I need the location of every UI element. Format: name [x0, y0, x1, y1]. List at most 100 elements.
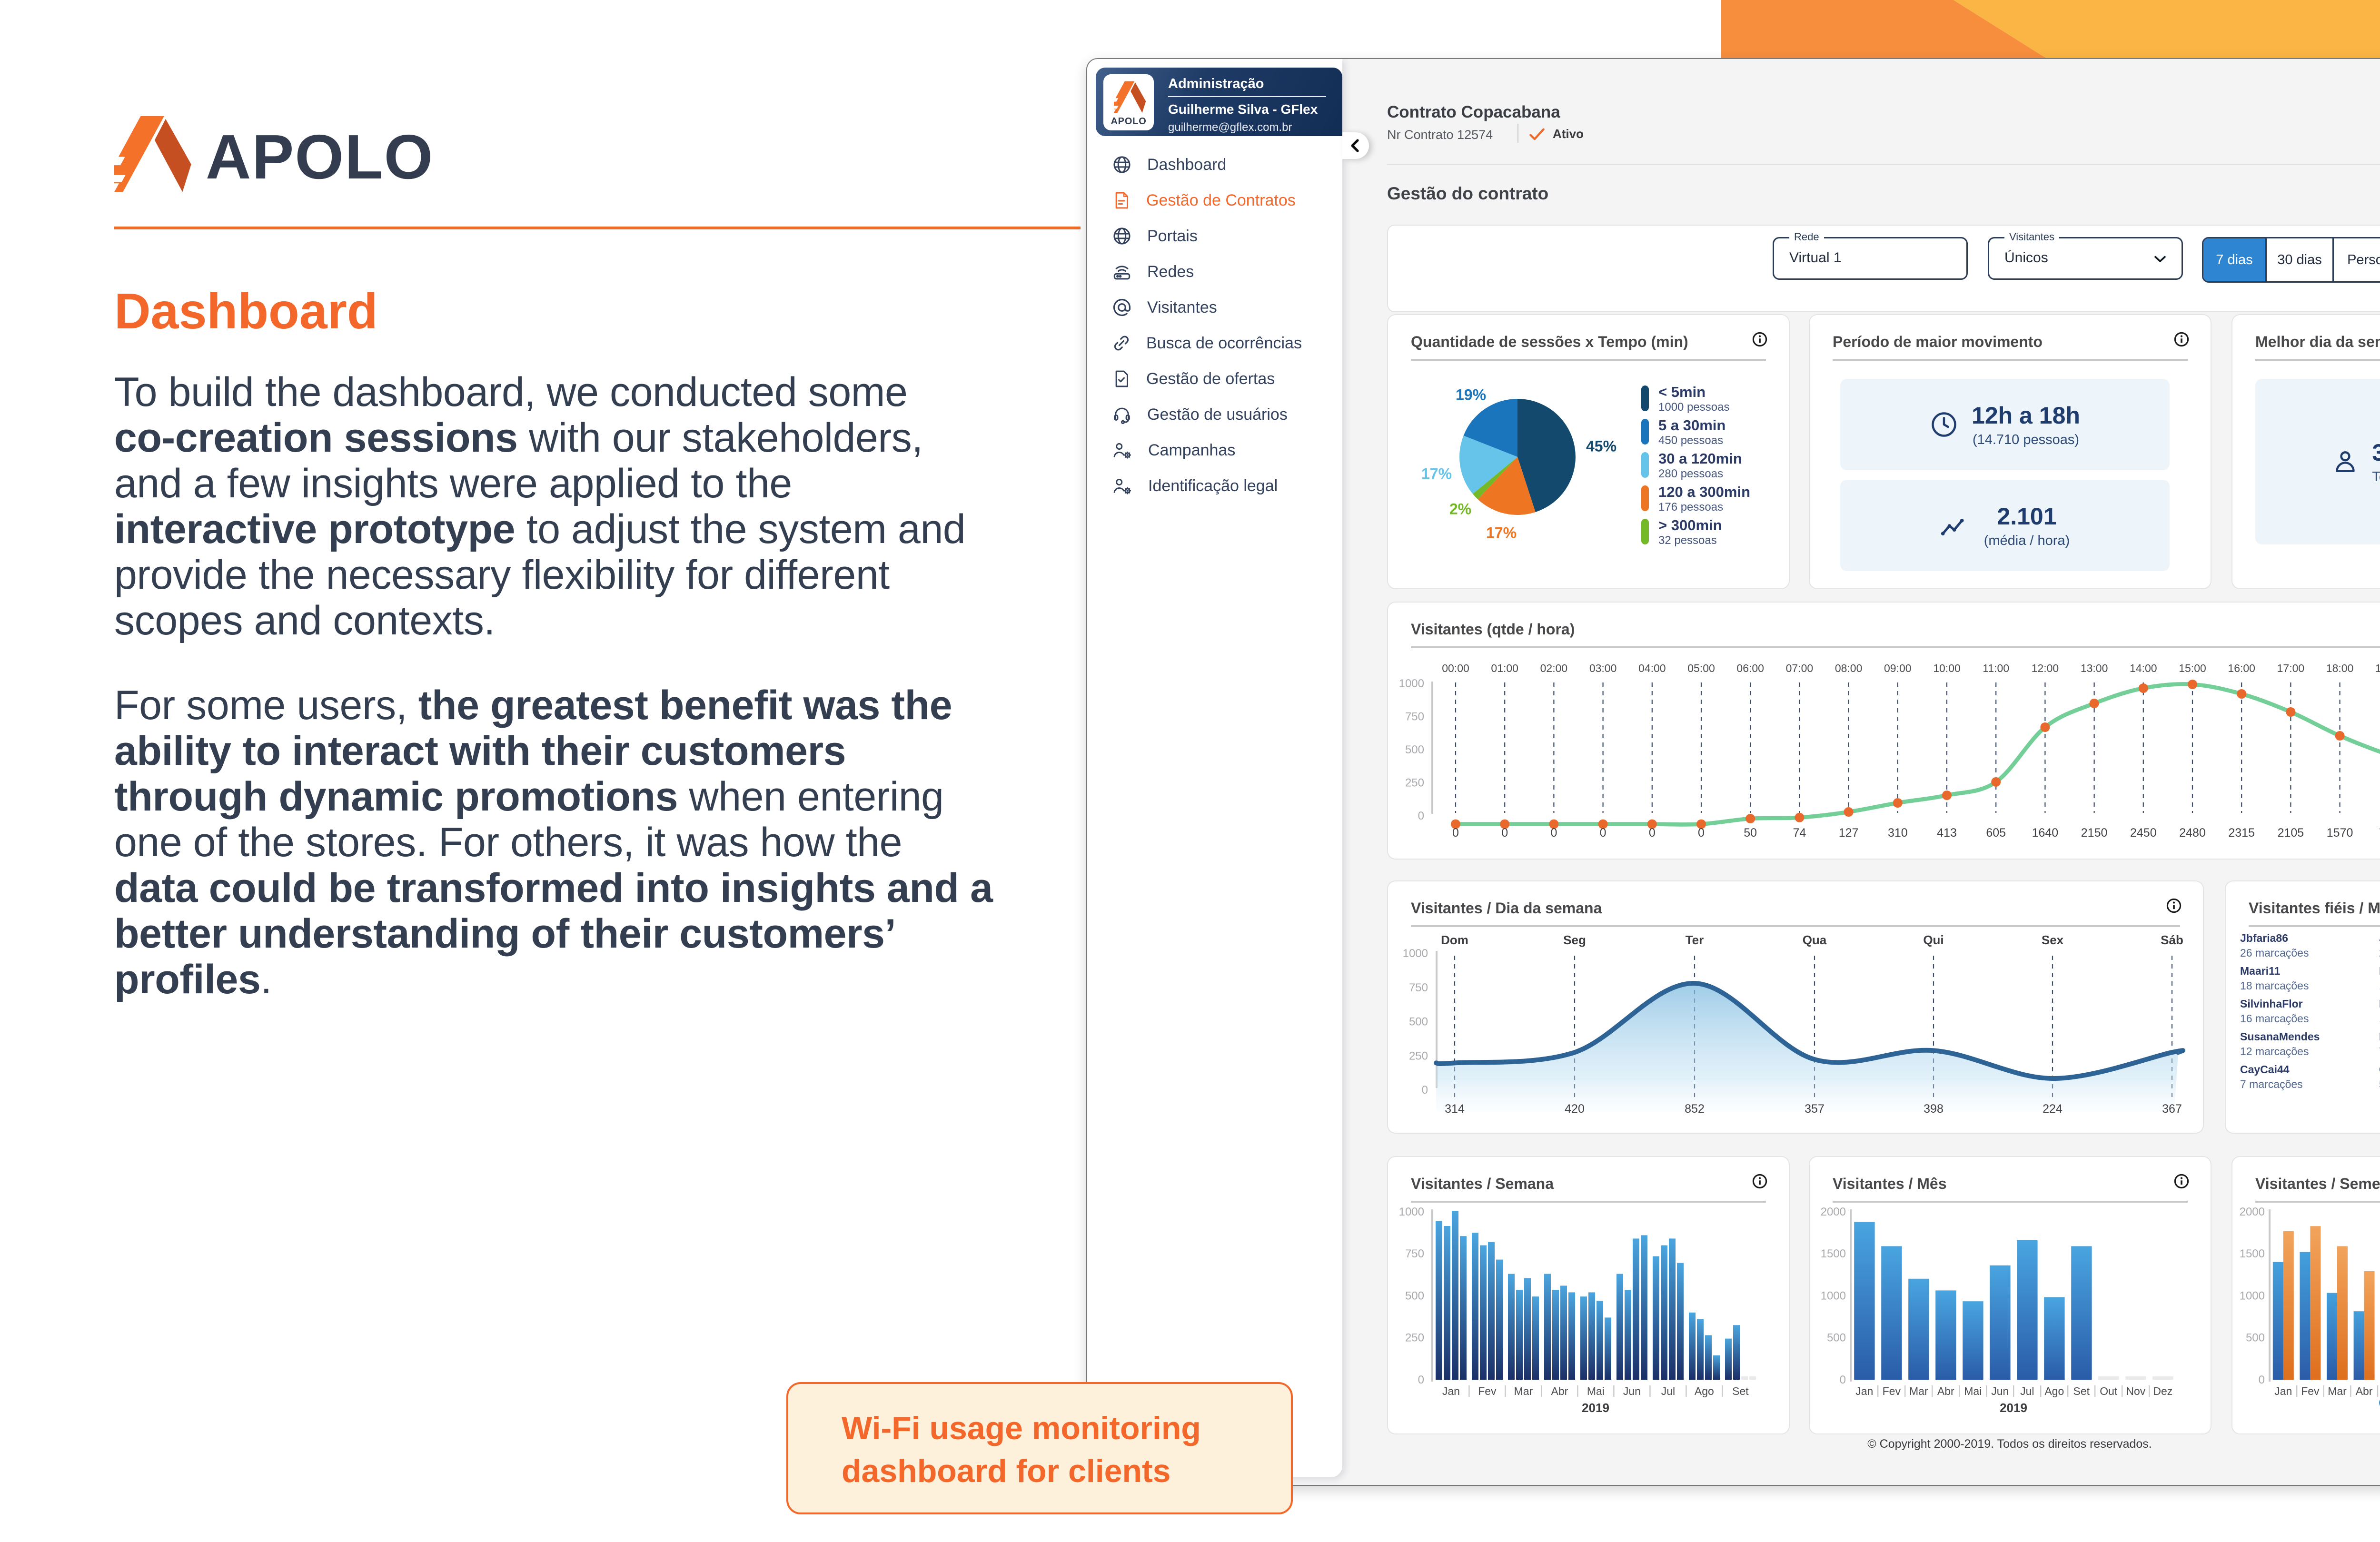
svg-text:18:00: 18:00 — [2326, 662, 2354, 674]
svg-text:Sáb: Sáb — [2161, 933, 2183, 947]
svg-text:Mar: Mar — [1514, 1385, 1533, 1397]
svg-text:Abr: Abr — [1937, 1385, 1954, 1397]
svg-text:398: 398 — [1924, 1102, 1944, 1116]
svg-text:500: 500 — [1409, 1016, 1428, 1028]
svg-text:06:00: 06:00 — [1736, 662, 1764, 674]
svg-text:Seg: Seg — [1563, 933, 1586, 947]
svg-text:1000: 1000 — [2240, 1289, 2265, 1302]
svg-text:14:00: 14:00 — [2130, 662, 2157, 674]
svg-text:Dez: Dez — [2153, 1385, 2172, 1397]
svg-text:02:00: 02:00 — [1540, 662, 1568, 674]
svg-text:12:00: 12:00 — [2032, 662, 2059, 674]
svg-text:500: 500 — [1827, 1332, 1846, 1344]
svg-text:Fev: Fev — [2301, 1385, 2320, 1397]
svg-text:2019: 2019 — [1582, 1401, 1609, 1415]
svg-text:2315: 2315 — [2228, 826, 2255, 840]
svg-text:2450: 2450 — [2130, 826, 2157, 840]
svg-text:0: 0 — [1550, 826, 1557, 840]
svg-text:500: 500 — [1405, 1289, 1424, 1302]
svg-text:1500: 1500 — [1821, 1247, 1846, 1260]
svg-text:03:00: 03:00 — [1589, 662, 1617, 674]
svg-text:00:00: 00:00 — [1442, 662, 1469, 674]
svg-text:Nov: Nov — [2126, 1385, 2145, 1397]
svg-text:750: 750 — [1405, 711, 1424, 723]
svg-text:Abr: Abr — [2356, 1385, 2373, 1397]
svg-text:0: 0 — [2259, 1374, 2265, 1386]
svg-text:250: 250 — [1405, 777, 1424, 790]
svg-text:Ter: Ter — [1686, 933, 1704, 947]
svg-text:1500: 1500 — [2240, 1247, 2265, 1260]
svg-text:0: 0 — [1452, 826, 1459, 840]
svg-text:08:00: 08:00 — [1835, 662, 1863, 674]
svg-text:Mar: Mar — [2328, 1385, 2347, 1397]
svg-text:10:00: 10:00 — [1933, 662, 1961, 674]
svg-text:0: 0 — [1422, 1084, 1428, 1097]
svg-text:2150: 2150 — [2081, 826, 2108, 840]
svg-text:0: 0 — [1698, 826, 1705, 840]
svg-text:Qui: Qui — [1923, 933, 1944, 947]
svg-text:13:00: 13:00 — [2081, 662, 2108, 674]
svg-text:753: 753 — [2379, 826, 2380, 840]
svg-text:2105: 2105 — [2278, 826, 2304, 840]
svg-text:2000: 2000 — [2240, 1206, 2265, 1218]
svg-text:1000: 1000 — [1399, 1206, 1424, 1218]
svg-text:0: 0 — [1418, 1374, 1424, 1386]
svg-text:Set: Set — [1732, 1385, 1749, 1397]
svg-text:15:00: 15:00 — [2179, 662, 2206, 674]
svg-text:19:00: 19:00 — [2375, 662, 2380, 674]
svg-text:Set: Set — [2073, 1385, 2090, 1397]
svg-text:750: 750 — [1405, 1247, 1424, 1260]
svg-text:127: 127 — [1839, 826, 1859, 840]
svg-text:Jun: Jun — [1623, 1385, 1641, 1397]
svg-text:07:00: 07:00 — [1786, 662, 1814, 674]
svg-text:05:00: 05:00 — [1687, 662, 1715, 674]
svg-text:2000: 2000 — [1821, 1206, 1846, 1218]
svg-text:0: 0 — [1649, 826, 1656, 840]
svg-text:310: 310 — [1888, 826, 1908, 840]
svg-text:420: 420 — [1565, 1102, 1585, 1116]
svg-text:Jun: Jun — [1991, 1385, 2009, 1397]
svg-text:04:00: 04:00 — [1638, 662, 1666, 674]
svg-text:Mai: Mai — [1964, 1385, 1982, 1397]
svg-text:1000: 1000 — [1821, 1289, 1846, 1302]
svg-text:Out: Out — [2100, 1385, 2118, 1397]
svg-text:Jan: Jan — [2274, 1385, 2292, 1397]
svg-text:605: 605 — [1986, 826, 2006, 840]
svg-text:0: 0 — [1600, 826, 1606, 840]
svg-text:367: 367 — [2162, 1102, 2182, 1116]
svg-text:Jan: Jan — [1855, 1385, 1873, 1397]
svg-text:Ago: Ago — [2044, 1385, 2064, 1397]
svg-text:1000: 1000 — [1399, 677, 1424, 690]
svg-text:01:00: 01:00 — [1491, 662, 1518, 674]
svg-text:1570: 1570 — [2327, 826, 2353, 840]
svg-text:Abr: Abr — [1551, 1385, 1568, 1397]
svg-text:50: 50 — [1744, 826, 1757, 840]
svg-text:16:00: 16:00 — [2228, 662, 2255, 674]
svg-text:250: 250 — [1409, 1049, 1428, 1062]
svg-text:Ago: Ago — [1695, 1385, 1714, 1397]
svg-text:500: 500 — [2246, 1332, 2265, 1344]
svg-text:0: 0 — [1840, 1374, 1846, 1386]
svg-text:Fev: Fev — [1478, 1385, 1497, 1397]
svg-text:Sex: Sex — [2042, 933, 2064, 947]
svg-text:852: 852 — [1685, 1102, 1705, 1116]
svg-text:224: 224 — [2043, 1102, 2063, 1116]
svg-text:314: 314 — [1445, 1102, 1465, 1116]
svg-text:Dom: Dom — [1441, 933, 1468, 947]
svg-text:2480: 2480 — [2179, 826, 2206, 840]
svg-text:Mai: Mai — [1587, 1385, 1605, 1397]
svg-text:17:00: 17:00 — [2277, 662, 2305, 674]
svg-text:500: 500 — [1405, 743, 1424, 756]
svg-text:413: 413 — [1937, 826, 1957, 840]
svg-text:Qua: Qua — [1803, 933, 1827, 947]
svg-text:250: 250 — [1405, 1332, 1424, 1344]
svg-text:1640: 1640 — [2032, 826, 2059, 840]
svg-text:Fev: Fev — [1883, 1385, 1901, 1397]
svg-text:357: 357 — [1805, 1102, 1825, 1116]
svg-text:2019: 2019 — [2000, 1401, 2027, 1415]
svg-text:Jul: Jul — [2020, 1385, 2034, 1397]
svg-text:1000: 1000 — [1403, 947, 1428, 960]
svg-text:Jan: Jan — [1442, 1385, 1460, 1397]
svg-text:09:00: 09:00 — [1884, 662, 1912, 674]
svg-text:750: 750 — [1409, 981, 1428, 994]
